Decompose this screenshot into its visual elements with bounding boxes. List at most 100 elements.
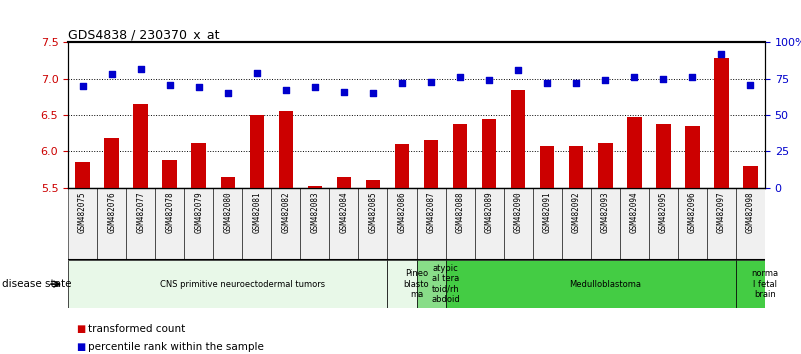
Point: [192, 85, 205, 90]
Text: GSM482083: GSM482083: [311, 191, 320, 233]
Text: GSM482081: GSM482081: [252, 191, 261, 233]
Text: GSM482086: GSM482086: [397, 191, 406, 233]
Bar: [279, 112, 293, 188]
Point: [367, 91, 380, 96]
Bar: [366, 181, 380, 188]
Bar: [649, 188, 678, 260]
Bar: [736, 260, 765, 308]
Text: GSM482076: GSM482076: [107, 191, 116, 233]
Text: GSM482084: GSM482084: [340, 191, 348, 233]
Bar: [511, 90, 525, 188]
Text: ■: ■: [76, 324, 86, 334]
Bar: [213, 188, 242, 260]
Bar: [627, 116, 642, 188]
Bar: [736, 188, 765, 260]
Text: norma
l fetal
brain: norma l fetal brain: [751, 269, 779, 299]
Text: transformed count: transformed count: [88, 324, 185, 334]
Bar: [272, 188, 300, 260]
Point: [221, 91, 234, 96]
Bar: [474, 188, 504, 260]
Bar: [242, 188, 272, 260]
Text: GSM482096: GSM482096: [688, 191, 697, 233]
Point: [396, 80, 409, 86]
Bar: [453, 124, 467, 188]
Bar: [68, 260, 388, 308]
Text: GSM482097: GSM482097: [717, 191, 726, 233]
Bar: [569, 146, 583, 188]
Text: GDS4838 / 230370_x_at: GDS4838 / 230370_x_at: [68, 28, 219, 41]
Bar: [308, 186, 322, 188]
Bar: [424, 141, 438, 188]
Bar: [388, 260, 417, 308]
Text: GSM482088: GSM482088: [456, 191, 465, 233]
Bar: [191, 143, 206, 188]
Text: GSM482098: GSM482098: [746, 191, 755, 233]
Point: [541, 80, 553, 86]
Bar: [97, 188, 127, 260]
Bar: [184, 188, 213, 260]
Text: GSM482085: GSM482085: [368, 191, 377, 233]
Bar: [714, 58, 729, 188]
Bar: [220, 177, 235, 188]
Text: GSM482090: GSM482090: [513, 191, 522, 233]
Text: Medulloblastoma: Medulloblastoma: [570, 280, 642, 289]
Point: [570, 80, 582, 86]
Point: [76, 83, 89, 89]
Bar: [743, 166, 758, 188]
Point: [337, 89, 350, 95]
Bar: [656, 124, 670, 188]
Bar: [329, 188, 359, 260]
Bar: [388, 188, 417, 260]
Text: disease state: disease state: [2, 279, 71, 289]
Bar: [300, 188, 329, 260]
Text: GSM482092: GSM482092: [572, 191, 581, 233]
Bar: [533, 188, 562, 260]
Text: GSM482082: GSM482082: [281, 191, 290, 233]
Point: [453, 74, 466, 80]
Bar: [104, 138, 119, 188]
Bar: [598, 143, 613, 188]
Bar: [706, 188, 736, 260]
Bar: [678, 188, 706, 260]
Bar: [395, 144, 409, 188]
Bar: [504, 188, 533, 260]
Text: GSM482080: GSM482080: [223, 191, 232, 233]
Point: [163, 82, 176, 87]
Point: [425, 79, 437, 85]
Text: GSM482089: GSM482089: [485, 191, 493, 233]
Point: [628, 74, 641, 80]
Text: CNS primitive neuroectodermal tumors: CNS primitive neuroectodermal tumors: [159, 280, 325, 289]
Point: [251, 70, 264, 76]
Point: [599, 78, 612, 83]
Bar: [68, 188, 97, 260]
Text: GSM482087: GSM482087: [427, 191, 436, 233]
Point: [686, 74, 698, 80]
Text: atypic
al tera
toid/rh
abdoid: atypic al tera toid/rh abdoid: [431, 264, 460, 304]
Bar: [134, 104, 148, 188]
Bar: [590, 188, 620, 260]
Text: GSM482091: GSM482091: [543, 191, 552, 233]
Text: GSM482093: GSM482093: [601, 191, 610, 233]
Text: percentile rank within the sample: percentile rank within the sample: [88, 342, 264, 352]
Point: [657, 76, 670, 82]
Bar: [445, 260, 736, 308]
Point: [135, 66, 147, 72]
Point: [280, 87, 292, 93]
Point: [512, 67, 525, 73]
Bar: [336, 177, 351, 188]
Bar: [163, 160, 177, 188]
Text: GSM482095: GSM482095: [659, 191, 668, 233]
Bar: [359, 188, 388, 260]
Bar: [417, 260, 445, 308]
Text: ■: ■: [76, 342, 86, 352]
Bar: [685, 126, 699, 188]
Bar: [75, 162, 90, 188]
Text: GSM482094: GSM482094: [630, 191, 638, 233]
Bar: [562, 188, 590, 260]
Bar: [620, 188, 649, 260]
Bar: [540, 146, 554, 188]
Bar: [445, 188, 474, 260]
Bar: [482, 119, 497, 188]
Bar: [250, 115, 264, 188]
Bar: [127, 188, 155, 260]
